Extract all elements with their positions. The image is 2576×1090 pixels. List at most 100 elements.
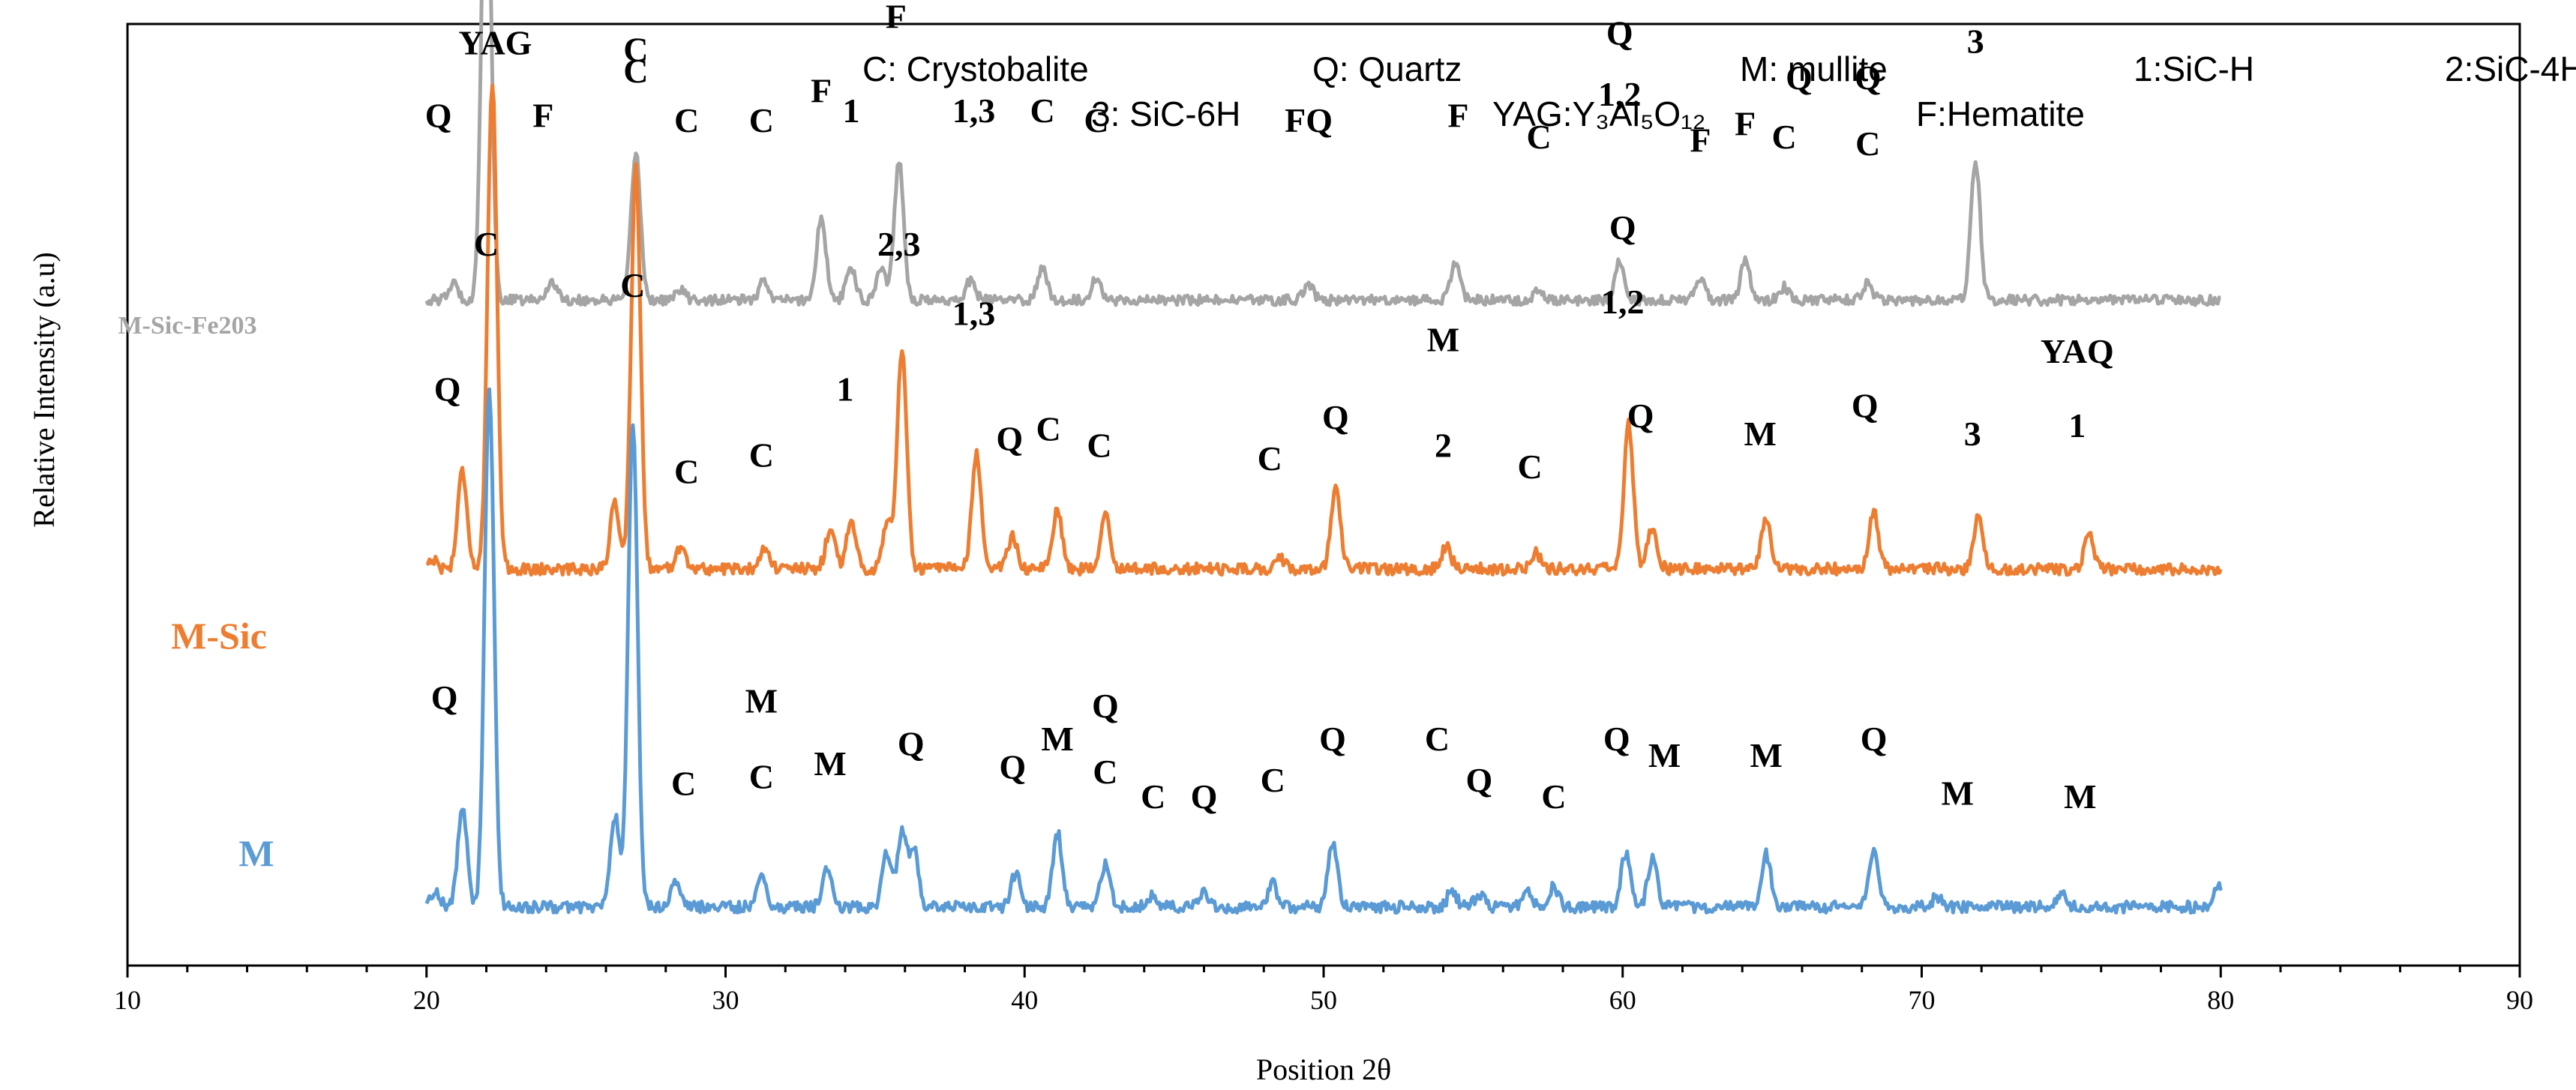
peak-label: M [745,681,778,720]
phase-legend: C: Crystobalite Q: Quartz M: mullite 1:SiC-… [862,49,2576,133]
peak-label: M [2064,777,2096,816]
x-tick-label: 80 [2207,985,2234,1015]
peak-label: 1 [2068,406,2086,445]
series-line [425,83,2223,577]
x-tick-label: 90 [2506,985,2533,1015]
peak-label: C [671,764,696,802]
peak-label: C [1261,761,1285,799]
series-line [424,387,2223,915]
series-line [424,0,2221,307]
peak-label: Q [999,747,1026,786]
peak-label: 1 [842,91,859,130]
peak-label: M [814,744,846,783]
peak-label: M [1744,415,1776,453]
peak-label: 1 [837,370,854,409]
series-name-label: M-Sic [171,615,267,657]
peak-label: F [1690,121,1711,159]
peak-label: Q [1786,58,1813,97]
peak-label: M [1750,736,1782,774]
peak-label: Q [1855,58,1882,97]
peak-label: M [1648,736,1681,774]
peak-label: C [1084,101,1108,139]
legend-entry: M: mullite [1740,49,1888,88]
series-labels: M-Sic-Fe203 M-Sic M [118,312,274,874]
peak-label: 2,3 [877,225,921,263]
peak-label: Q [898,725,925,763]
peak-label: M [1427,321,1459,359]
x-tick-label: 10 [114,985,141,1015]
peak-label: C [623,52,648,90]
x-axis-ticks: 10 20 30 40 50 60 70 80 90 [114,966,2533,1015]
peak-label: Q [434,370,461,409]
peak-label: C [623,30,648,68]
peak-label: C [1541,777,1566,816]
peak-label: FQ [1285,101,1333,139]
peak-label: C [1093,753,1117,791]
peak-label: C [749,758,774,796]
peak-label: 3 [1967,22,1984,60]
peak-label: Q [1852,387,1879,425]
traces [424,0,2223,915]
peak-label: C [1141,777,1165,816]
peak-label: C [749,101,774,139]
peak-label: C [1518,448,1543,486]
x-tick-label: 40 [1011,985,1038,1015]
peak-label: C [1036,409,1061,448]
peak-label: 2 [1435,426,1452,464]
legend-entry: C: Crystobalite [862,49,1089,88]
peak-label: F [532,96,553,134]
peak-label: Q [1465,761,1492,799]
peak-label: Q [425,96,452,134]
peak-label: C [674,453,699,491]
peak-label: Q [1191,777,1218,816]
peak-label: F [886,0,907,35]
peak-label: M [1041,720,1073,758]
peak-label: Q [996,420,1023,458]
peak-label: C [1425,720,1450,758]
peak-label: Q [1606,13,1633,52]
peak-label: 1,3 [952,91,996,130]
peak-label: Q [1603,720,1630,758]
peak-label: 1,3 [952,294,996,332]
series-name-label: M-Sic-Fe203 [118,312,256,340]
peak-label: C [1771,118,1796,156]
peak-label: Q [1092,687,1119,725]
legend-entry: 3: SiC-6H [1091,94,1240,133]
peak-label: F [1735,104,1756,142]
legend-entry: 2:SiC-4H [2445,49,2576,88]
y-axis-title: Relative Intensity (a.u) [27,252,61,528]
peak-label: Q [1627,397,1654,435]
peak-labels: QCYAGFCCCF1F2,31,3CCFQFCQ1,2FFCQQC3QCYAG… [425,0,2114,816]
x-tick-label: 30 [712,985,739,1015]
peak-label: C [620,266,645,304]
legend-entry: F:Hematite [1916,94,2085,133]
peak-label: C [1526,118,1551,156]
peak-label: C [474,225,499,263]
peak-label: YAG [458,24,532,62]
x-tick-label: 60 [1609,985,1636,1015]
peak-label: C [1030,91,1055,130]
peak-label: M [1942,774,1974,813]
peak-label: 1,2 [1601,283,1645,321]
x-tick-label: 20 [413,985,440,1015]
peak-label: F [1447,96,1468,134]
legend-entry: Q: Quartz [1312,49,1462,88]
x-axis-title: Position 2θ [1256,1053,1391,1086]
peak-label: 1,2 [1598,75,1642,113]
peak-label: C [1087,426,1111,464]
peak-label: Q [1609,208,1636,247]
series-name-label: M [238,832,274,874]
peak-label: C [749,436,774,475]
peak-label: 3 [1964,415,1981,453]
peak-label: C [1258,439,1282,478]
peak-label: C [1855,124,1880,163]
peak-label: Q [431,678,458,717]
peak-label: C [674,101,699,139]
legend-entry: YAG:Y₃Al₅O₁₂ [1492,94,1706,133]
peak-label: Q [1319,720,1346,758]
legend-entry: 1:SiC-H [2134,49,2254,88]
peak-label: F [811,71,832,109]
peak-label: Q [1322,398,1349,436]
x-tick-label: 70 [1909,985,1936,1015]
